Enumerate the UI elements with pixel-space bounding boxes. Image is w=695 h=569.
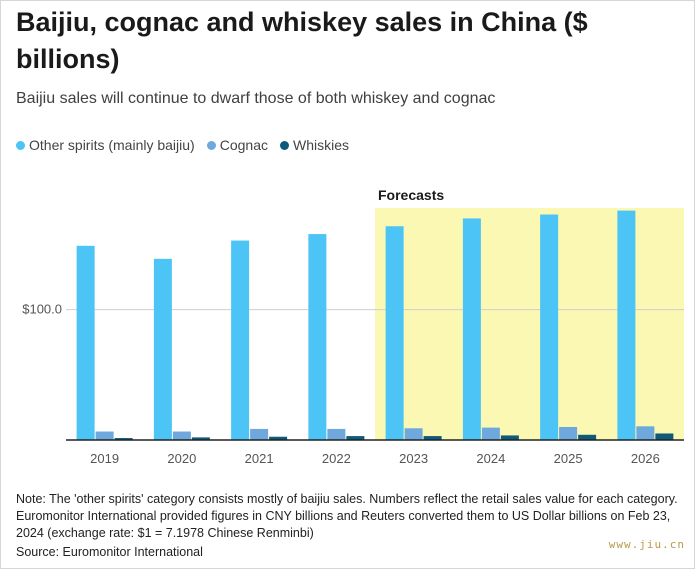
bar-other-2022 <box>308 234 327 440</box>
chart-source: Source: Euromonitor International <box>16 545 203 559</box>
legend-item-whiskies: Whiskies <box>279 137 349 153</box>
chart-subtitle: Baijiu sales will continue to dwarf thos… <box>16 90 496 107</box>
bar-whiskies-2025 <box>578 434 597 440</box>
bar-whiskies-2022 <box>346 436 365 440</box>
bar-other-2019 <box>76 245 95 440</box>
x-tick-label-2019: 2019 <box>90 451 119 466</box>
x-tick-label-2023: 2023 <box>399 451 428 466</box>
x-tick-label-2024: 2024 <box>476 451 505 466</box>
forecast-band <box>375 208 684 440</box>
chart-note: Note: The 'other spirits' category consi… <box>16 492 678 540</box>
legend: Other spirits (mainly baijiu) Cognac Whi… <box>16 137 349 153</box>
bar-whiskies-2026 <box>655 433 674 440</box>
bar-other-2025 <box>540 214 559 440</box>
legend-label-cognac: Cognac <box>219 137 268 153</box>
x-tick-label-2022: 2022 <box>322 451 351 466</box>
bar-cognac-2026 <box>636 426 655 440</box>
bar-chart: Forecasts $100.0 2019 2020 2021 2022 2023 2024 2… <box>22 187 684 466</box>
bar-whiskies-2023 <box>423 436 442 440</box>
x-tick-label-2026: 2026 <box>631 451 660 466</box>
bar-other-2023 <box>385 226 404 440</box>
legend-label-whiskies: Whiskies <box>292 137 349 153</box>
bar-whiskies-2021 <box>269 436 288 440</box>
bar-other-2020 <box>153 258 172 440</box>
bar-whiskies-2024 <box>500 435 519 440</box>
bar-cognac-2022 <box>327 428 346 440</box>
legend-swatch-cognac <box>206 140 216 150</box>
legend-item-cognac: Cognac <box>206 137 268 153</box>
x-tick-label-2021: 2021 <box>245 451 274 466</box>
bar-cognac-2019 <box>95 431 114 440</box>
bar-whiskies-2019 <box>114 438 133 440</box>
forecast-label: Forecasts <box>378 187 444 203</box>
bar-cognac-2025 <box>559 426 578 440</box>
legend-swatch-other-spirits <box>16 140 25 150</box>
watermark: www.jiu.cn <box>608 538 685 551</box>
x-tick-label-2025: 2025 <box>554 451 583 466</box>
bar-other-2026 <box>617 210 636 440</box>
bar-cognac-2021 <box>250 428 269 440</box>
y-tick-label-0: $100.0 <box>22 302 62 317</box>
legend-swatch-whiskies <box>279 140 289 150</box>
legend-item-other-spirits: Other spirits (mainly baijiu) <box>16 137 195 153</box>
bar-other-2021 <box>231 240 250 440</box>
x-tick-label-2020: 2020 <box>167 451 196 466</box>
legend-label-other-spirits: Other spirits (mainly baijiu) <box>29 137 195 153</box>
bar-cognac-2020 <box>172 431 191 440</box>
bar-cognac-2024 <box>481 427 500 440</box>
chart-title: Baijiu, cognac and whiskey sales in Chin… <box>16 7 588 74</box>
bar-other-2024 <box>462 218 481 440</box>
bar-cognac-2023 <box>404 428 423 440</box>
bar-whiskies-2020 <box>191 437 210 440</box>
